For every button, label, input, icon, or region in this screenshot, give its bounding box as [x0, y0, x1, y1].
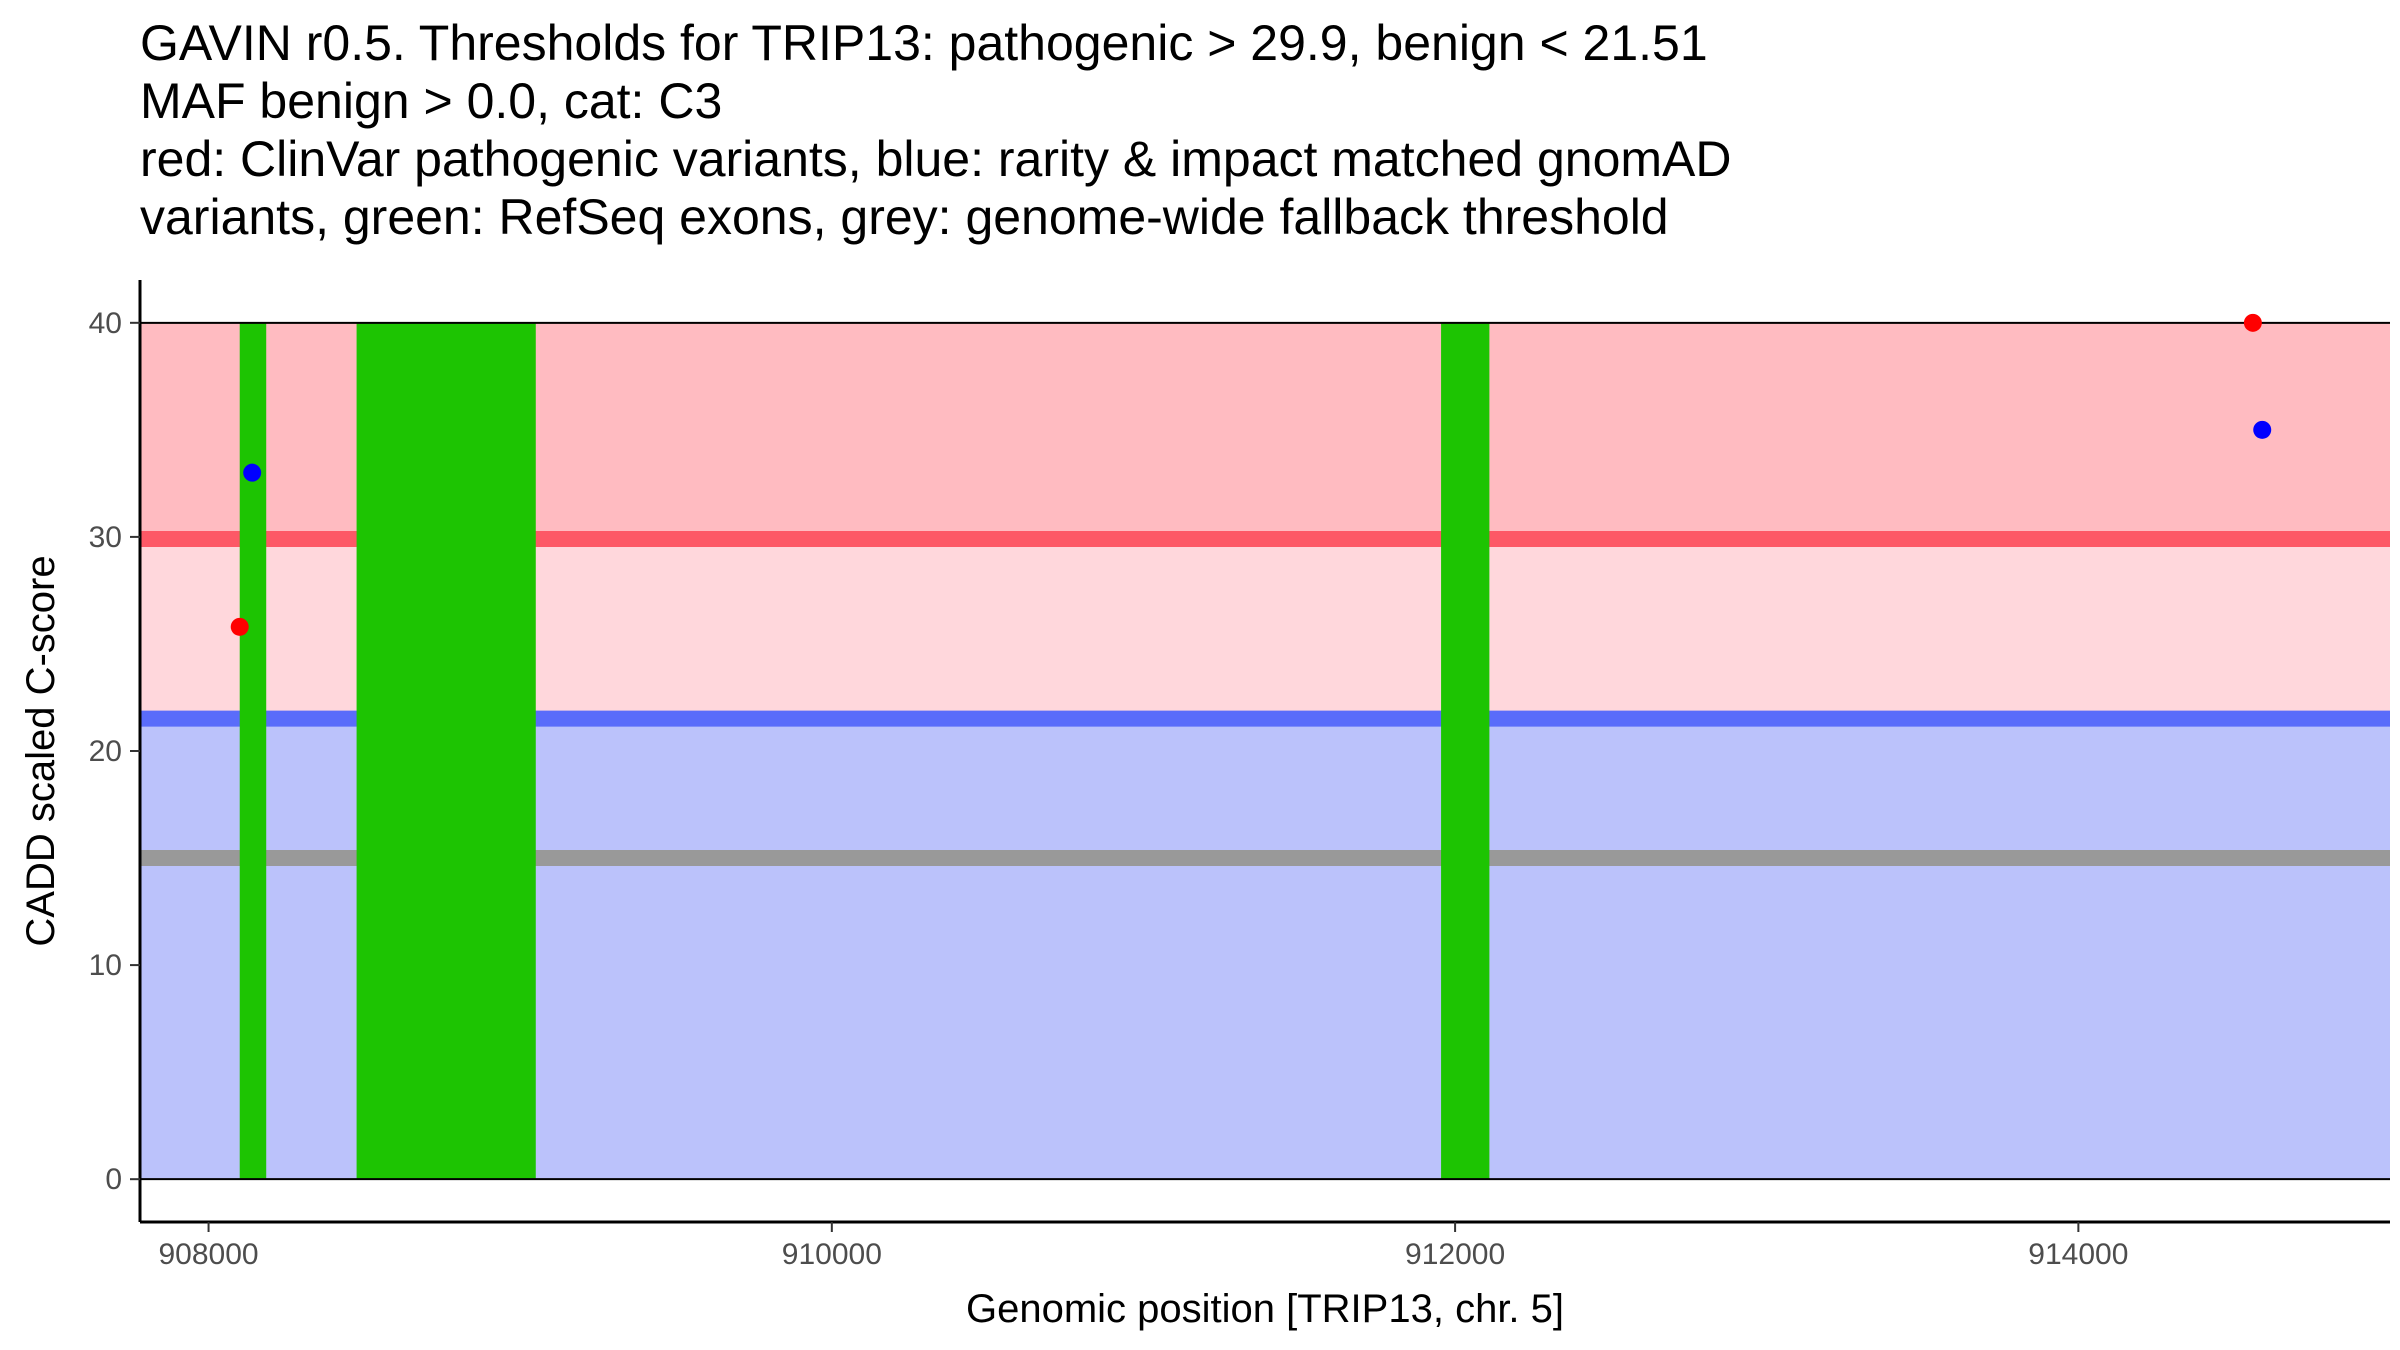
- x-tick-label-914000: 914000: [2028, 1238, 2128, 1271]
- exon-bar-2: [356, 322, 536, 1180]
- exon-bar-1: [239, 322, 267, 1180]
- y-tick-label-10: 10: [89, 949, 122, 982]
- exon-bar-3: [1441, 322, 1490, 1180]
- gnomad-point-1: [243, 463, 262, 482]
- y-axis-title: CADD scaled C-score: [19, 555, 63, 946]
- y-tick-label-30: 30: [89, 521, 122, 554]
- x-tick-label-910000: 910000: [782, 1238, 882, 1271]
- x-axis-title: Genomic position [TRIP13, chr. 5]: [966, 1287, 1564, 1331]
- y-tick-label-0: 0: [105, 1163, 122, 1196]
- clinvar-point-2: [2243, 313, 2262, 332]
- title-line-1: GAVIN r0.5. Thresholds for TRIP13: patho…: [140, 15, 1708, 71]
- gnomad-point-2: [2253, 420, 2272, 439]
- title-line-2: MAF benign > 0.0, cat: C3: [140, 73, 723, 129]
- title-line-4: variants, green: RefSeq exons, grey: gen…: [140, 189, 1669, 245]
- y-tick-label-20: 20: [89, 735, 122, 768]
- x-tick-label-912000: 912000: [1405, 1238, 1505, 1271]
- chart-title: GAVIN r0.5. Thresholds for TRIP13: patho…: [140, 14, 2340, 246]
- variant-points: [230, 313, 2272, 636]
- clinvar-point-1: [230, 617, 249, 636]
- axes: 0 10 20 30 40 908000 910000 912000 914000: [89, 280, 2390, 1271]
- x-tick-label-908000: 908000: [159, 1238, 259, 1271]
- y-tick-label-40: 40: [89, 307, 122, 340]
- title-line-3: red: ClinVar pathogenic variants, blue: …: [140, 131, 1732, 187]
- exon-bars: [239, 322, 1490, 1180]
